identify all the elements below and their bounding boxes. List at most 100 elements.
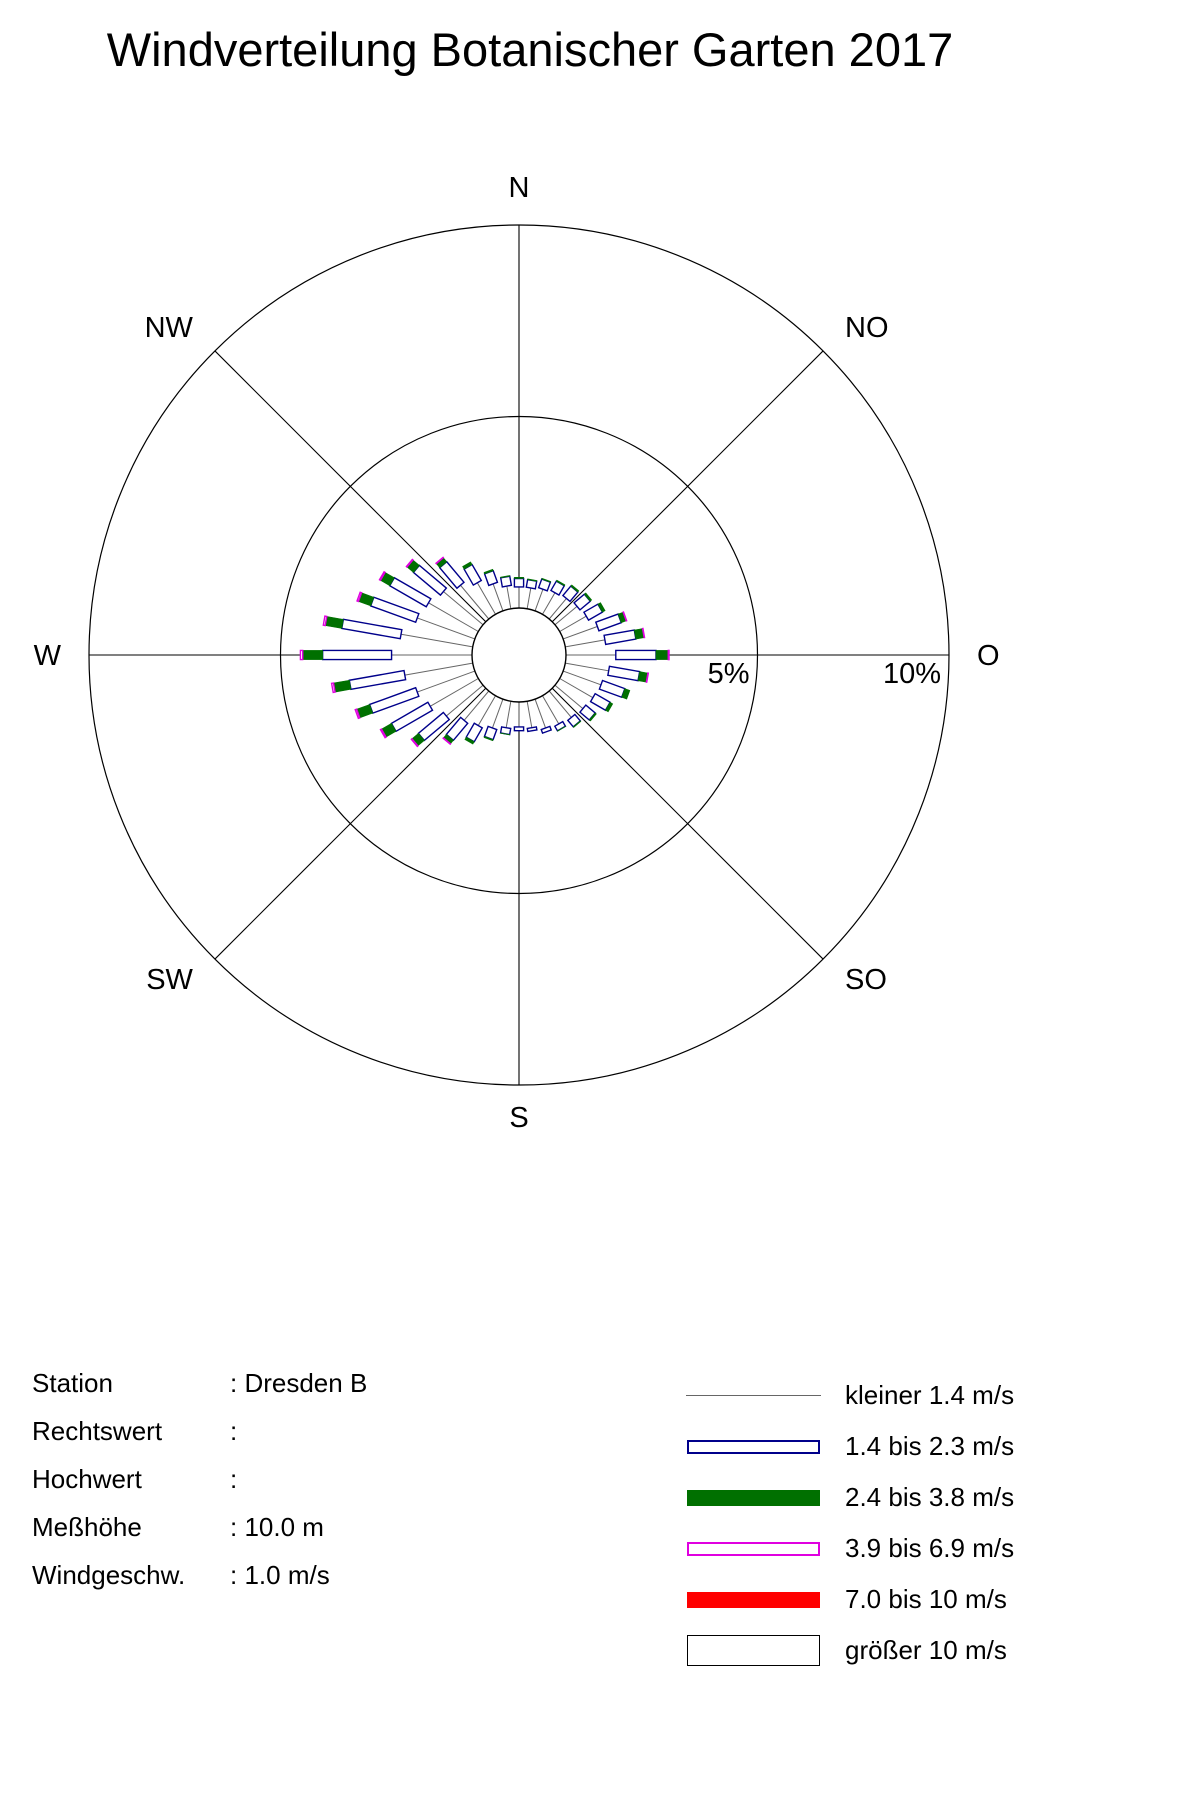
petal-segment-bin3 <box>322 615 328 627</box>
petal-segment-bin2 <box>527 578 538 582</box>
petal-segment-bin2 <box>302 650 323 660</box>
petal-segment-calm <box>417 670 476 693</box>
petal-segment-calm <box>417 617 476 640</box>
compass-label-n: N <box>509 172 530 204</box>
legend-item[interactable]: 2.4 bis 3.8 m/s <box>686 1472 1014 1523</box>
petal-segment-bin2 <box>500 732 510 736</box>
petal-segment-bin1 <box>615 649 657 661</box>
petal-segment-calm <box>562 670 602 686</box>
petal-segment-bin2 <box>462 561 473 570</box>
petal-segment-bin1 <box>438 560 465 590</box>
legend-swatch-mark <box>687 1635 820 1666</box>
petal-segment-bin3 <box>645 672 650 684</box>
station-info-table: Station: Dresden B Rechtswert: Hochwert: … <box>32 1368 367 1608</box>
station-info-row: Station: Dresden B <box>32 1368 367 1416</box>
petal-segment-bin2 <box>572 720 582 728</box>
petal-segment-bin1 <box>340 618 403 640</box>
wind-rose-figure: N NO O SO S SW W NW 5% 10% <box>0 150 1060 1150</box>
petal-segment-bin3 <box>378 570 387 582</box>
petal-segment-bin3 <box>354 708 361 720</box>
legend-label: 7.0 bis 10 m/s <box>845 1584 1007 1614</box>
petal-segment-calm <box>492 583 504 612</box>
station-info-value: : <box>230 1416 245 1446</box>
station-info-value: : 10.0 m <box>230 1512 324 1542</box>
legend-swatch-1 <box>686 1385 821 1407</box>
compass-label-w: W <box>34 640 62 672</box>
petal-segment-calm <box>565 662 609 672</box>
petal-segment-bin3 <box>641 627 646 639</box>
petal-segment-bin2 <box>588 712 597 722</box>
station-info-value: : <box>230 1464 245 1494</box>
petal-segment-bin1 <box>348 669 407 691</box>
legend-swatch-mark <box>686 1395 821 1396</box>
legend-item[interactable]: 1.4 bis 2.3 m/s <box>686 1421 1014 1472</box>
petal-segment-bin2 <box>555 579 566 587</box>
legend-item[interactable]: 3.9 bis 6.9 m/s <box>686 1523 1014 1574</box>
wind-rose-svg: N NO O SO S SW W NW 5% 10% <box>34 172 1000 1134</box>
petal-segment-bin3 <box>442 736 452 746</box>
petal-segment-bin2 <box>541 577 552 583</box>
petal-segment-bin1 <box>513 726 525 732</box>
legend-swatch-3 <box>686 1487 821 1509</box>
petal-segment-calm <box>491 698 504 729</box>
petal-segment-bin2 <box>597 602 606 613</box>
petal-segment-calm <box>429 678 479 707</box>
petal-segment-bin1 <box>513 577 525 588</box>
petal-segment-calm <box>526 587 532 609</box>
petal-segment-bin1 <box>369 596 420 624</box>
petal-segment-calm <box>534 589 544 612</box>
petal-segment-bin2 <box>583 592 593 602</box>
legend-item[interactable]: größer 10 m/s <box>686 1625 1014 1676</box>
radial-label-outer: 10% <box>883 658 941 690</box>
legend-label: kleiner 1.4 m/s <box>845 1380 1015 1410</box>
compass-label-so: SO <box>845 964 887 996</box>
station-info-row: Hochwert: <box>32 1464 367 1512</box>
legend-swatch-2 <box>686 1436 821 1458</box>
compass-label-sw: SW <box>146 964 193 996</box>
petal-segment-bin2 <box>570 584 580 593</box>
station-info-panel: Station: Dresden B Rechtswert: Hochwert: … <box>32 1368 367 1608</box>
petal-segment-calm <box>463 690 490 721</box>
petal-segment-bin1 <box>368 686 420 715</box>
cardinal-spoke <box>518 654 824 960</box>
petal-segment-calm <box>428 602 479 632</box>
petal-segment-calm <box>554 684 584 709</box>
petal-segment-bin1 <box>321 649 393 661</box>
page-title: Windverteilung Botanischer Garten 2017 <box>106 23 954 76</box>
calm-center-circle <box>471 607 567 703</box>
legend-label: 3.9 bis 6.9 m/s <box>845 1533 1015 1563</box>
petal-segment-bin3 <box>435 556 445 565</box>
legend-item[interactable]: 7.0 bis 10 m/s <box>686 1574 1014 1625</box>
station-info-row: Meßhöhe: 10.0 m <box>32 1512 367 1560</box>
petal-segment-bin2 <box>464 736 475 745</box>
petal-segment-calm <box>559 615 587 632</box>
cardinal-spoke <box>518 350 824 656</box>
compass-label-o: O <box>977 640 1000 672</box>
petal-segment-bin2 <box>333 679 352 693</box>
petal-segment-bin2 <box>483 568 494 575</box>
petal-segment-calm <box>562 626 598 640</box>
compass-label-nw: NW <box>145 312 194 344</box>
legend-swatch-mark <box>687 1439 820 1454</box>
legend-swatch-4 <box>686 1538 821 1560</box>
petal-segment-calm <box>542 592 556 615</box>
legend: kleiner 1.4 m/s 1.4 bis 2.3 m/s 2.4 bis 3.… <box>686 1370 1014 1676</box>
petal-segment-calm <box>542 695 560 725</box>
petal-segment-bin1 <box>594 613 623 632</box>
petal-segment-bin2 <box>621 688 631 700</box>
petal-segment-bin1 <box>566 713 582 728</box>
petal-segment-bin2 <box>324 616 344 629</box>
legend-label: 1.4 bis 2.3 m/s <box>845 1431 1015 1461</box>
legend-item[interactable]: kleiner 1.4 m/s <box>686 1370 1014 1421</box>
petal-segment-calm <box>506 585 512 609</box>
petal-segment-calm <box>505 701 512 728</box>
legend-swatch-mark <box>687 1591 820 1608</box>
cardinal-spoke <box>214 654 520 960</box>
petal-segment-bin3 <box>405 558 414 568</box>
legend-label: 2.4 bis 3.8 m/s <box>845 1482 1015 1512</box>
station-info-row: Rechtswert: <box>32 1416 367 1464</box>
polar-axis-labels: N NO O SO S SW W NW 5% 10% <box>34 172 1000 1134</box>
legend-swatch-mark <box>687 1489 820 1506</box>
petal-segment-calm <box>443 591 484 626</box>
legend-label: größer 10 m/s <box>845 1635 1007 1665</box>
